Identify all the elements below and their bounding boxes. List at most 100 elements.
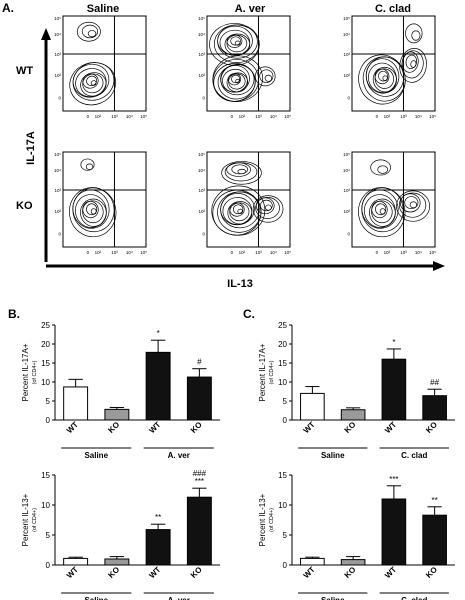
- flow-y-tick-label: 10⁵: [343, 16, 350, 21]
- contour-ring: [404, 196, 419, 210]
- contour-ring: [260, 199, 273, 212]
- y-tick-label: 20: [278, 340, 287, 349]
- flow-x-tick-label: 10³: [255, 114, 262, 119]
- x-axis-label-il13: IL-13: [227, 278, 253, 290]
- contour-ring: [401, 50, 424, 79]
- y-axis-subtitle: (of CD4+): [269, 508, 275, 532]
- contour-ring: [364, 194, 396, 228]
- contour-ring: [85, 163, 94, 170]
- flow-y-tick-label: 10⁴: [54, 32, 61, 37]
- x-axis-arrowhead: [433, 261, 445, 271]
- group-label: A. ver: [168, 451, 190, 460]
- bar-chart-b-il13: 0 5 10 15 Percent IL-13+ (of CD4+) WT KO WT ** KO #…: [21, 469, 220, 600]
- contour-ring: [211, 185, 266, 236]
- bar-chart-c-il13: 0 5 10 15 Percent IL-13+ (of CD4+) WT KO WT *** KO…: [258, 471, 455, 600]
- contour-ring: [405, 54, 418, 70]
- contour-ring: [209, 23, 260, 66]
- category-label: WT: [302, 565, 317, 580]
- significance-label: **: [155, 513, 161, 522]
- flow-x-tick-label: 0: [231, 250, 234, 255]
- flow-y-tick-label: 10⁵: [54, 152, 61, 157]
- category-label: WT: [383, 420, 398, 435]
- category-label: KO: [424, 565, 439, 580]
- flow-x-tick-label: 10²: [239, 114, 246, 119]
- flow-contour-plot: 10⁵ 10⁴ 10³ 10² 0 0 10² 10³ 10⁴ 10⁵: [343, 15, 436, 119]
- contour-ring: [82, 200, 104, 224]
- category-label: WT: [383, 565, 398, 580]
- contour-ring: [368, 62, 397, 93]
- y-tick-label: 20: [41, 340, 50, 349]
- panel-c-letter: C.: [243, 307, 255, 321]
- flow-contour-plot: 10⁵ 10⁴ 10³ 10² 0 0 10² 10³ 10⁴ 10⁵: [54, 151, 147, 255]
- bar-chart-c-il17a: 0 5 10 15 20 25 Percent IL-17A+ (of CD4+) WT KO WT…: [258, 321, 455, 460]
- flow-x-tick-label: 0: [87, 250, 90, 255]
- y-tick-label: 10: [278, 378, 287, 387]
- contour-ring: [252, 195, 284, 223]
- bar: [300, 557, 325, 566]
- contour-ring: [222, 197, 253, 225]
- flow-x-tick-label: 10⁵: [429, 114, 436, 119]
- y-axis-title: Percent IL-17A+: [21, 343, 30, 401]
- flow-contour-plot: 10⁵ 10⁴ 10³ 10² 0 0 10² 10³ 10⁴ 10⁵: [198, 15, 291, 119]
- contour-ring: [72, 63, 110, 98]
- significance-label: #: [197, 358, 202, 367]
- flow-x-tick-label: 10²: [384, 114, 391, 119]
- flow-y-tick-label: 10²: [198, 209, 205, 214]
- group-label: C. clad: [401, 596, 427, 600]
- flow-x-tick-label: 10³: [111, 250, 118, 255]
- contour-ring: [87, 30, 97, 38]
- flow-contours: [69, 158, 117, 238]
- contour-ring: [374, 68, 395, 89]
- flow-plot-frame: [62, 15, 147, 112]
- contour-ring: [231, 74, 241, 84]
- flow-x-tick-label: 10⁵: [284, 250, 291, 255]
- contour-ring: [411, 30, 421, 41]
- flow-y-tick-label: 10³: [54, 52, 61, 57]
- contour-ring: [259, 69, 274, 83]
- group-label: Saline: [321, 596, 345, 600]
- bar: [104, 558, 130, 566]
- group-label: A. ver: [168, 596, 190, 600]
- bar: [63, 557, 89, 566]
- bar: [186, 496, 212, 566]
- contour-ring: [405, 23, 423, 44]
- flow-y-tick-label: 10⁵: [54, 16, 61, 21]
- contour-ring: [375, 203, 387, 216]
- flow-y-tick-label: 10²: [343, 209, 350, 214]
- contour-ring: [82, 73, 99, 89]
- y-tick-label: 25: [41, 321, 50, 330]
- contour-ring: [82, 73, 104, 94]
- category-label: KO: [106, 420, 121, 435]
- contour-ring: [75, 194, 107, 228]
- flow-contours: [358, 159, 431, 238]
- category-label: KO: [343, 565, 358, 580]
- category-label: WT: [147, 420, 162, 435]
- flow-x-tick-label: 10⁵: [140, 114, 147, 119]
- flow-x-tick-label: 10⁴: [126, 250, 133, 255]
- flow-y-tick-label: 0: [58, 232, 61, 237]
- contour-ring: [80, 158, 95, 171]
- contour-ring: [72, 187, 115, 233]
- y-tick-label: 15: [278, 471, 287, 480]
- contour-ring: [86, 75, 98, 86]
- flow-y-tick-label: 10²: [54, 73, 61, 78]
- flow-y-tick-label: 10⁵: [198, 16, 205, 21]
- contour-ring: [371, 200, 393, 224]
- category-label: WT: [65, 565, 80, 580]
- y-tick-label: 5: [46, 397, 51, 406]
- bar-chart-b-il17a: 0 5 10 15 20 25 Percent IL-17A+ (of CD4+) WT KO WT…: [21, 321, 220, 460]
- y-axis-title: Percent IL-13+: [21, 493, 30, 546]
- significance-label: ##: [430, 378, 439, 387]
- contour-ring: [396, 190, 431, 222]
- contour-ring: [76, 21, 101, 42]
- y-tick-label: 25: [278, 321, 287, 330]
- group-label: Saline: [84, 596, 108, 600]
- category-label: KO: [343, 420, 358, 435]
- y-tick-label: 5: [46, 531, 51, 540]
- bar: [422, 395, 447, 421]
- bar: [145, 529, 171, 566]
- flow-y-tick-label: 10²: [198, 73, 205, 78]
- flow-y-tick-label: 10²: [54, 209, 61, 214]
